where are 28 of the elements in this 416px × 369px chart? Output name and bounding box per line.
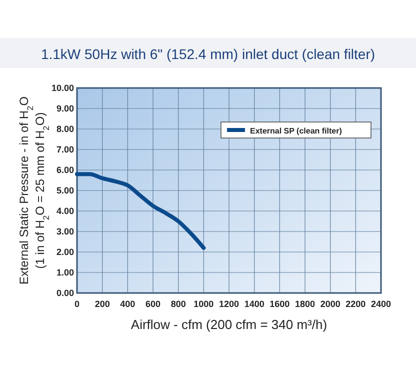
x-tick-label: 600	[145, 299, 161, 309]
x-axis-title: Airflow - cfm (200 cfm = 340 m³/h)	[130, 317, 328, 332]
x-tick-label: 2200	[346, 299, 366, 309]
x-tick-label: 1000	[194, 299, 214, 309]
y-tick-label: 0.00	[56, 288, 74, 298]
x-tick-label: 800	[170, 299, 186, 309]
y-tick-label: 4.00	[56, 206, 74, 216]
x-tick-label: 200	[94, 299, 110, 309]
x-tick-label: 1200	[218, 299, 240, 309]
y-tick-label: 7.00	[56, 144, 74, 154]
y-tick-label: 3.00	[56, 226, 74, 236]
y-tick-label: 1.00	[56, 268, 74, 278]
x-tick-label: 0	[74, 299, 80, 309]
x-tick-label: 1600	[270, 299, 290, 309]
y-tick-label: 8.00	[56, 124, 74, 134]
y-tick-label: 5.00	[56, 186, 74, 196]
chart-title: 1.1kW 50Hz with 6" (152.4 mm) inlet duct (clean filter)	[40, 46, 376, 62]
x-tick-label: 1400	[244, 299, 264, 309]
x-tick-label: 400	[120, 299, 136, 309]
x-tick-label: 2400	[370, 299, 392, 309]
y-tick-label: 2.00	[56, 247, 74, 257]
y-tick-label: 9.00	[56, 104, 74, 114]
y-tick-label: 6.00	[56, 165, 74, 175]
x-tick-label: 2000	[320, 299, 340, 309]
line-series	[75, 172, 206, 250]
x-tick-label: 1800	[294, 299, 316, 309]
legend-label: External SP (clean filter)	[250, 126, 342, 136]
y-tick-label: 10.00	[51, 83, 74, 93]
